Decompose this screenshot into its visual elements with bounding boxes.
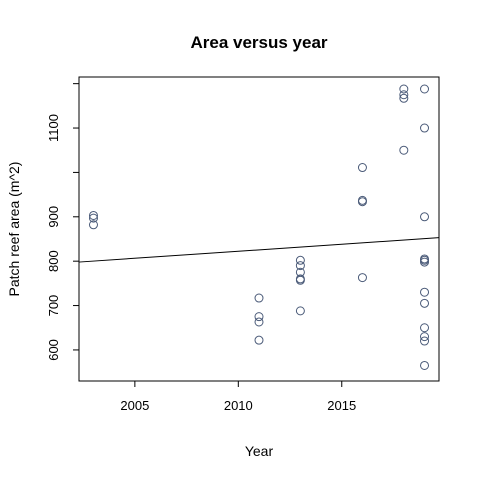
data-point	[420, 84, 430, 94]
data-point	[420, 287, 430, 297]
x-tick-label: 2015	[327, 398, 356, 413]
data-point	[420, 212, 430, 222]
data-point	[399, 93, 409, 103]
data-point	[399, 145, 409, 155]
data-point	[420, 323, 430, 333]
data-point	[254, 293, 264, 303]
data-point	[295, 275, 305, 285]
x-tick-label: 2005	[120, 398, 149, 413]
data-point	[420, 332, 430, 342]
data-point	[399, 84, 409, 94]
data-point	[88, 213, 98, 223]
data-point	[254, 317, 264, 327]
y-axis: 600 700 800 900 1100	[46, 83, 79, 361]
x-axis-label: Year	[245, 443, 274, 459]
data-point	[254, 312, 264, 322]
y-tick-label: 600	[46, 339, 61, 361]
y-tick-label: 800	[46, 250, 61, 272]
y-tick-label: 1100	[46, 114, 61, 142]
plot-frame	[78, 76, 440, 382]
data-point	[254, 335, 264, 345]
data-point	[399, 90, 409, 100]
data-point	[420, 336, 430, 346]
chart-title: Area versus year	[190, 33, 327, 52]
data-point	[295, 306, 305, 316]
data-point	[357, 163, 367, 173]
y-tick-label: 700	[46, 295, 61, 317]
data-point	[357, 273, 367, 283]
y-tick-label: 900	[46, 206, 61, 228]
y-axis-label: Patch reef area (m^2)	[6, 162, 22, 297]
data-point	[295, 255, 305, 265]
x-tick-label: 2010	[224, 398, 253, 413]
data-point	[357, 197, 367, 207]
data-point	[420, 360, 430, 370]
trend-line-group	[78, 237, 440, 263]
trend-line	[78, 237, 440, 263]
data-point	[420, 257, 430, 267]
data-point	[88, 210, 98, 220]
data-point	[420, 123, 430, 133]
data-point	[420, 298, 430, 308]
data-point	[295, 261, 305, 271]
data-points	[88, 84, 430, 370]
data-point	[88, 220, 98, 230]
x-axis: 2005 2010 2015	[120, 381, 356, 413]
